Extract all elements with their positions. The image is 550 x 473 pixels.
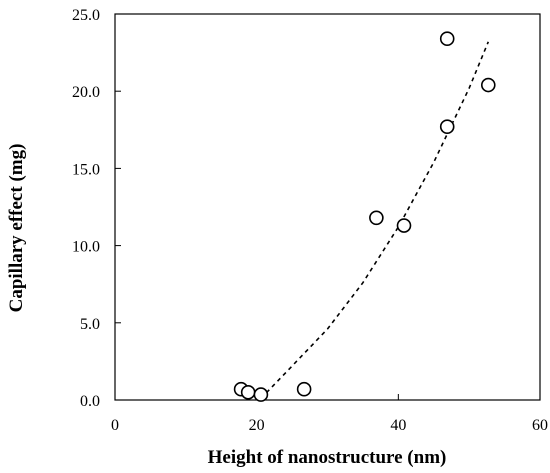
data-point xyxy=(296,381,312,397)
data-point xyxy=(439,119,455,135)
y-tick-label: 0.0 xyxy=(80,393,100,410)
x-axis: 0 20 40 60 xyxy=(111,394,548,434)
data-point xyxy=(240,384,256,400)
trendline xyxy=(260,41,490,400)
y-tick-label: 5.0 xyxy=(80,316,100,333)
x-tick-label: 20 xyxy=(249,417,265,434)
y-tick-label: 25.0 xyxy=(72,7,100,24)
plot-frame xyxy=(114,13,541,401)
y-tick-label: 20.0 xyxy=(72,84,100,101)
y-tick-label: 10.0 xyxy=(72,239,100,256)
x-tick-label: 0 xyxy=(111,417,119,434)
y-axis: 0.0 5.0 10.0 15.0 20.0 25.0 xyxy=(72,7,121,410)
x-tick-label: 60 xyxy=(532,417,548,434)
x-tick-label: 40 xyxy=(390,417,406,434)
data-point xyxy=(253,387,269,402)
y-axis-title: Capillary effect (mg) xyxy=(6,144,27,313)
data-point xyxy=(439,31,455,47)
trendline-group xyxy=(260,41,490,400)
data-point xyxy=(396,218,412,233)
y-tick-label: 15.0 xyxy=(72,161,100,178)
plot-border xyxy=(114,13,541,401)
data-point xyxy=(369,210,384,226)
data-point xyxy=(480,77,496,93)
x-axis-title: Height of nanostructure (nm) xyxy=(208,447,447,468)
data-points xyxy=(233,31,496,402)
